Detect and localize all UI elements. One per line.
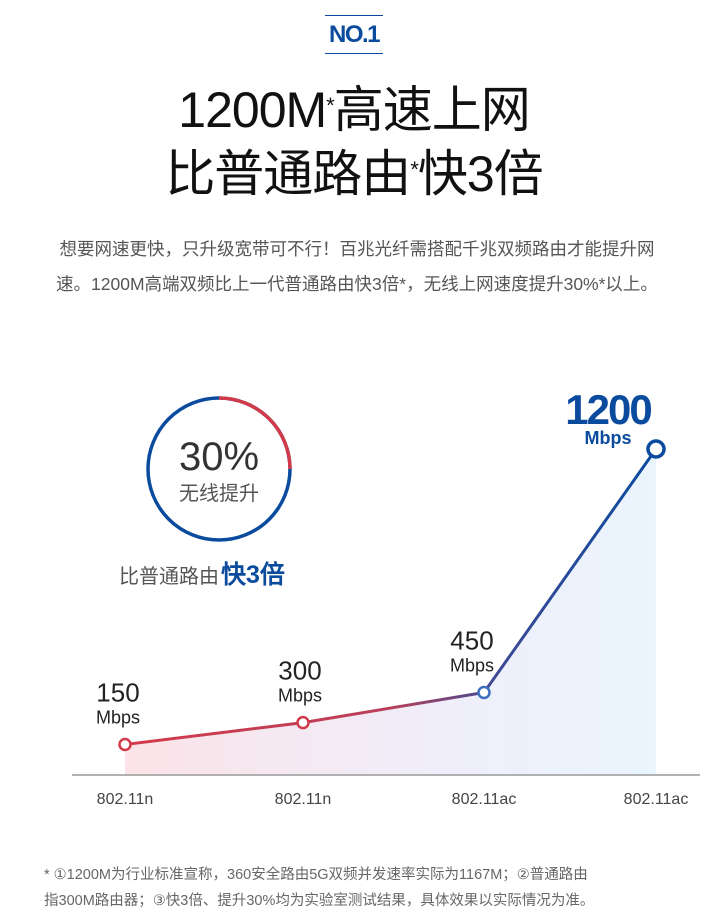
data-label-unit: Mbps (585, 428, 632, 448)
footnote: * ①1200M为行业标准宣称，360安全路由5G双频并发速率实际为1167M；… (44, 867, 595, 909)
x-tick-label: 802.11ac (624, 791, 689, 808)
data-point (118, 737, 132, 752)
ring-caption-highlight: 快3倍 (221, 560, 285, 589)
ring-value: 30% (179, 435, 259, 479)
ring-chart: 30% 无线提升 比普通路由 快3倍 (119, 396, 292, 589)
data-label: 450 (450, 626, 493, 656)
data-label-unit: Mbps (278, 686, 322, 706)
rank-badge: NO.1 (0, 15, 708, 54)
data-label-unit: Mbps (450, 656, 494, 676)
ring-label: 无线提升 (179, 482, 259, 505)
headline-line1: 1200M*高速上网 (178, 82, 530, 138)
ring-caption: 比普通路由 (119, 565, 219, 588)
series-line (124, 448, 658, 746)
x-tick-label: 802.11n (275, 791, 332, 808)
speed-chart: 30% 无线提升 比普通路由 快3倍 150Mbps802.11n300Mbps… (72, 386, 700, 808)
data-point (646, 439, 666, 459)
description: 想要网速更快，只升级宽带可不行！百兆光纤需搭配千兆双频路由才能提升网速。1200… (56, 239, 658, 294)
data-label: 1200 (565, 386, 651, 433)
data-label-unit: Mbps (96, 707, 140, 727)
x-tick-label: 802.11n (97, 791, 154, 808)
chart-area (125, 449, 656, 775)
data-point (296, 715, 310, 730)
x-tick-label: 802.11ac (452, 791, 517, 808)
data-label: 150 (96, 677, 139, 707)
ring-highlight-arc (218, 396, 292, 470)
data-point (477, 685, 491, 700)
headline-line2: 比普通路由*快3倍 (165, 146, 543, 202)
data-label: 300 (278, 656, 321, 686)
